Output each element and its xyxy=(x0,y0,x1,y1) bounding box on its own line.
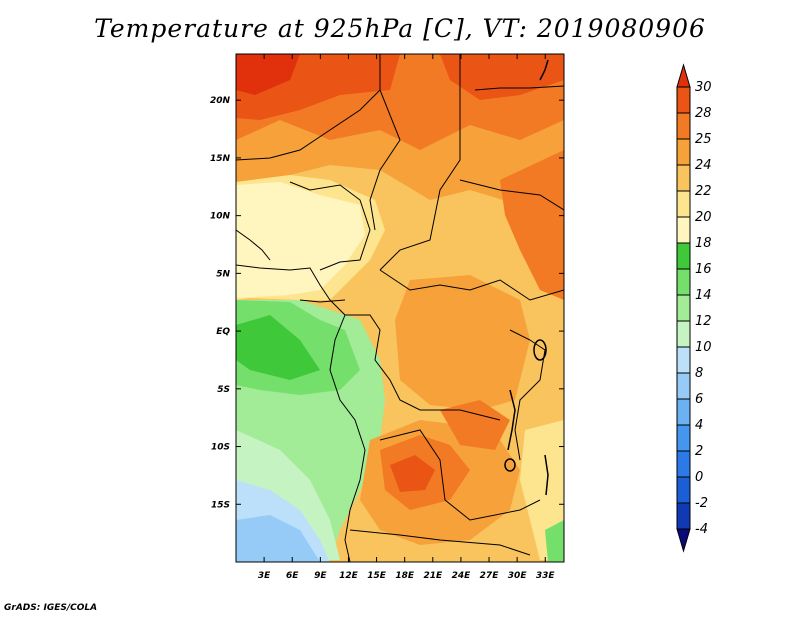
lon-tick-label: 33E xyxy=(536,571,556,581)
boundaries xyxy=(236,54,564,562)
lon-tick-label: 21E xyxy=(423,571,443,581)
border-nigeria xyxy=(289,181,371,271)
chart-title: Temperature at 925hPa [C], VT: 201908090… xyxy=(94,14,706,43)
colorbar-label: 10 xyxy=(695,340,712,355)
colorbar-label: 30 xyxy=(695,80,712,95)
lat-tick-label: 5N xyxy=(216,269,230,279)
colorbar-label: 8 xyxy=(695,366,703,381)
latitude-axis: 20N 15N 10N 5N EQ 5S 10S 15S xyxy=(210,96,564,510)
colorbar-label: 18 xyxy=(695,236,712,251)
colorbar-label: 28 xyxy=(695,106,712,121)
colorbar-swatch xyxy=(676,346,691,374)
lon-tick-label: 30E xyxy=(508,571,528,581)
border-congo-drc xyxy=(345,314,501,421)
border-namibia xyxy=(349,529,531,556)
longitude-axis: 3E 6E 9E 12E 15E 18E 21E 24E 27E 30E 33E xyxy=(258,54,556,581)
colorbar-swatch xyxy=(676,112,691,140)
lat-tick-label: EQ xyxy=(216,327,230,337)
lon-tick-label: 15E xyxy=(367,571,387,581)
lakes xyxy=(504,59,549,496)
colorbar-label: 12 xyxy=(695,314,712,329)
field-tanganyika-hot xyxy=(440,400,510,450)
nile-delta xyxy=(539,59,549,81)
colorbar-swatch xyxy=(676,502,691,530)
colorbar-label: 16 xyxy=(695,262,712,277)
lake-malawi xyxy=(544,454,549,496)
field-se-green xyxy=(545,520,564,562)
colorbar-label: -2 xyxy=(695,496,708,511)
colorbar-swatch xyxy=(676,216,691,244)
colorbar-label: 22 xyxy=(695,184,712,199)
lon-tick-label: 3E xyxy=(258,571,271,581)
colorbar-label: 14 xyxy=(695,288,712,303)
field-se-warm xyxy=(520,420,564,560)
colorbar-swatch xyxy=(676,190,691,218)
border-niger-chad xyxy=(369,89,401,231)
lat-tick-label: 20N xyxy=(210,96,231,106)
colorbar-swatch xyxy=(676,268,691,296)
lake-tanganyika xyxy=(507,389,516,451)
colorbar-swatch xyxy=(676,242,691,270)
border-angola-zambia xyxy=(379,429,541,521)
field-central-orange xyxy=(395,275,530,410)
temperature-field xyxy=(236,54,564,562)
border-sudan-east xyxy=(459,179,564,211)
colorbar-label: -4 xyxy=(695,522,708,537)
lake-mweru xyxy=(504,458,516,472)
lat-tick-label: 15S xyxy=(211,500,230,510)
colorbar-swatch xyxy=(676,450,691,478)
border-chad-sudan xyxy=(379,54,461,271)
border-cameroon-gabon xyxy=(299,299,346,303)
lat-tick-label: 5S xyxy=(217,385,230,395)
credit-label: GrADS: IGES/COLA xyxy=(4,603,98,613)
colorbar-swatch xyxy=(676,86,691,114)
lat-tick-label: 10S xyxy=(211,443,230,453)
field-hottest-ne xyxy=(440,54,564,100)
lon-tick-label: 27E xyxy=(480,571,500,581)
colorbar-label: 25 xyxy=(695,132,712,147)
field-green-core xyxy=(236,315,320,380)
lat-tick-label: 15N xyxy=(210,154,231,164)
colorbar-swatch xyxy=(676,476,691,504)
field-peak-nw xyxy=(236,54,300,95)
border-benin-togo xyxy=(236,229,271,261)
colorbar-swatch xyxy=(676,164,691,192)
lat-tick-label: 10N xyxy=(210,212,231,222)
colorbar-label: 0 xyxy=(695,470,703,485)
colorbar-label: 4 xyxy=(695,418,703,433)
field-light-blue xyxy=(236,515,320,562)
border-great-lakes xyxy=(509,329,546,461)
colorbar-label: 20 xyxy=(695,210,712,225)
colorbar-swatch xyxy=(676,138,691,166)
colorbar-swatch xyxy=(676,372,691,400)
colorbar-label: 24 xyxy=(695,158,712,173)
lon-tick-label: 12E xyxy=(339,571,359,581)
lon-tick-label: 9E xyxy=(314,571,327,581)
colorbar-swatch xyxy=(676,398,691,426)
colorbar-swatch xyxy=(676,294,691,322)
map-frame xyxy=(235,53,565,563)
colorbar-label: 2 xyxy=(695,444,703,459)
lon-tick-label: 6E xyxy=(286,571,299,581)
lon-tick-label: 24E xyxy=(452,571,472,581)
border-libya-egypt xyxy=(474,85,564,91)
colorbar-label: 6 xyxy=(695,392,703,407)
colorbar-bottom-arrow xyxy=(676,528,691,553)
lake-victoria xyxy=(533,339,547,361)
border-car-south-sudan xyxy=(379,269,564,301)
colorbar-top-arrow xyxy=(676,63,691,88)
coastline-west-central xyxy=(329,314,366,562)
field-hot-east xyxy=(500,150,564,300)
coastline-gulf-guinea xyxy=(236,264,346,316)
field-south-hottest xyxy=(390,455,435,492)
colorbar-swatch xyxy=(676,320,691,348)
lon-tick-label: 18E xyxy=(395,571,415,581)
colorbar-swatch xyxy=(676,424,691,452)
